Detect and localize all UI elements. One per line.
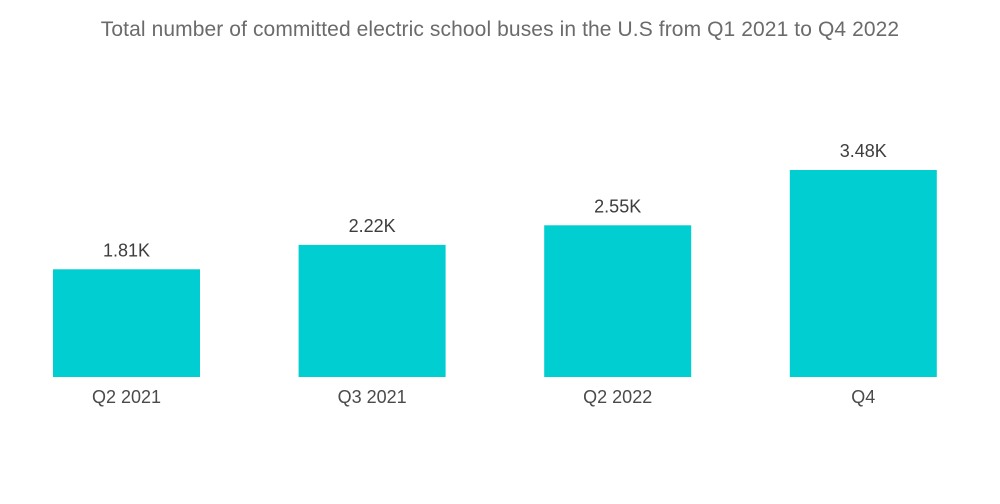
chart-title: Total number of committed electric schoo… xyxy=(100,18,900,41)
bar-2 xyxy=(298,244,446,377)
category-label-4: Q4 xyxy=(851,387,875,407)
value-labels-layer: 1.81K 2.22K 2.55K 3.48K xyxy=(103,141,887,260)
value-label-1: 1.81K xyxy=(103,240,150,260)
bar-1 xyxy=(53,269,200,377)
category-labels-layer: Q2 2021 Q3 2021 Q2 2022 Q4 xyxy=(92,387,875,407)
bars-layer xyxy=(53,170,937,377)
value-label-3: 2.55K xyxy=(594,196,641,216)
bar-3 xyxy=(544,225,692,377)
category-label-3: Q2 2022 xyxy=(583,387,652,407)
bar-4 xyxy=(789,170,937,377)
value-label-4: 3.48K xyxy=(840,141,887,161)
category-label-2: Q3 2021 xyxy=(338,387,407,407)
value-label-2: 2.22K xyxy=(349,216,396,236)
category-label-1: Q2 2021 xyxy=(92,387,161,407)
